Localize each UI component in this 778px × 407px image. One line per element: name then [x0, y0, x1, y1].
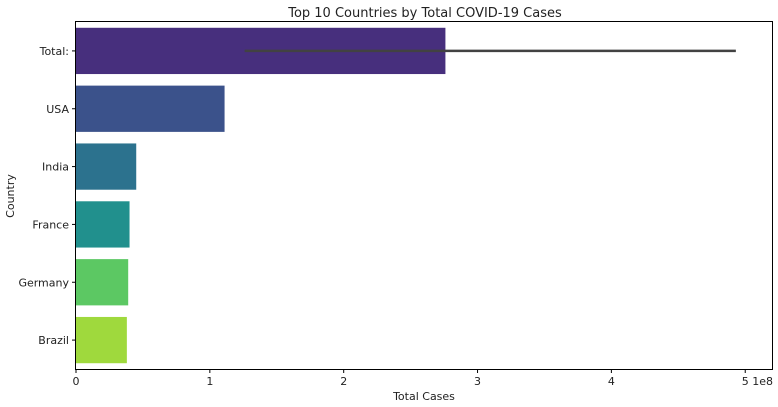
plot-area — [76, 27, 736, 364]
chart-title: Top 10 Countries by Total COVID-19 Cases — [287, 6, 562, 21]
y-tick-label: Total: — [39, 45, 69, 58]
x-tick-label: 3 — [474, 375, 481, 388]
x-axis-ticks: 0 1 2 3 4 5 — [73, 369, 749, 388]
bar-usa — [76, 85, 225, 132]
x-tick-label: 4 — [608, 375, 615, 388]
y-tick-label: USA — [46, 103, 69, 116]
plot-frame — [75, 21, 773, 370]
y-tick-label: France — [32, 218, 69, 231]
x-tick-label: 5 — [742, 375, 749, 388]
x-tick-label: 0 — [73, 375, 80, 388]
bar-brazil — [76, 316, 127, 364]
bar-india — [76, 143, 137, 190]
y-axis-ticks: Total: USA India France Germany Brazil — [18, 45, 76, 347]
y-axis-title: Country — [4, 174, 17, 218]
bar-germany — [76, 259, 129, 306]
x-offset-label: 1e8 — [752, 375, 773, 388]
y-tick-label: Brazil — [38, 334, 69, 347]
y-tick-label: India — [42, 161, 69, 174]
x-axis-title: Total Cases — [392, 390, 455, 403]
bar-france — [76, 201, 130, 248]
x-tick-label: 1 — [206, 375, 213, 388]
y-tick-label: Germany — [18, 276, 69, 289]
x-tick-label: 2 — [340, 375, 347, 388]
